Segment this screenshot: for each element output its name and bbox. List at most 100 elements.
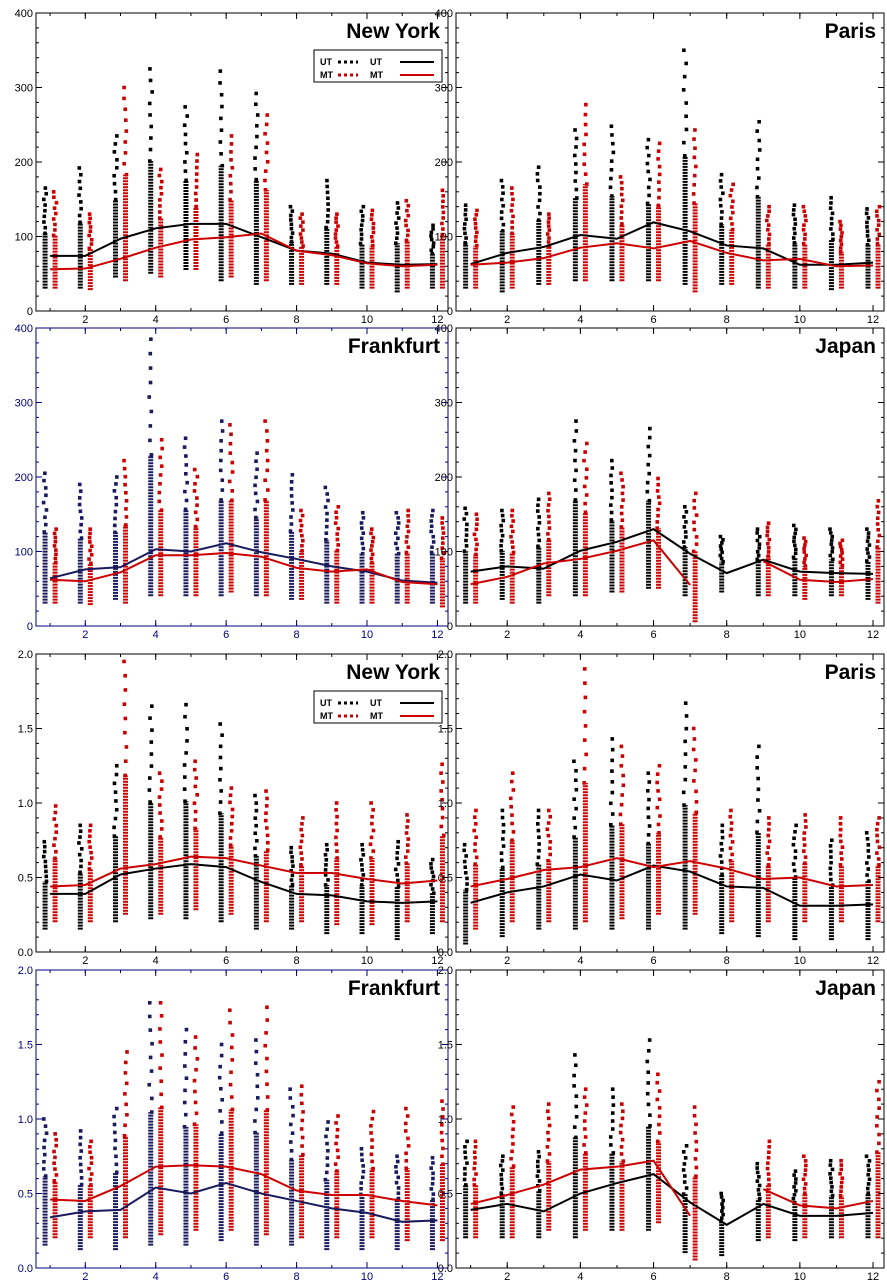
scatter-point bbox=[159, 179, 164, 184]
scatter-point bbox=[474, 537, 478, 542]
scatter-point bbox=[647, 435, 652, 440]
scatter-point bbox=[228, 451, 233, 455]
scatter-point bbox=[766, 521, 771, 525]
scatter-point bbox=[53, 804, 58, 808]
scatter-point bbox=[545, 827, 550, 832]
scatter-point bbox=[618, 175, 623, 179]
scatter-point bbox=[325, 1141, 329, 1146]
scatter-point bbox=[647, 824, 652, 828]
scatter-point bbox=[865, 243, 870, 247]
scatter-point bbox=[473, 1161, 477, 1165]
scatter-point bbox=[610, 780, 615, 784]
y-tick-label: 0.5 bbox=[438, 873, 453, 885]
scatter-point bbox=[794, 1177, 798, 1181]
scatter-point bbox=[757, 744, 761, 749]
scatter-point bbox=[291, 864, 295, 868]
scatter-point bbox=[802, 843, 807, 847]
scatter-point bbox=[473, 822, 478, 826]
panel-title: Paris bbox=[825, 661, 876, 684]
scatter-point bbox=[755, 129, 759, 133]
scatter-point bbox=[159, 508, 164, 512]
scatter-point bbox=[828, 1171, 832, 1176]
x-tick-label: 4 bbox=[153, 629, 159, 641]
scatter-point bbox=[767, 1183, 771, 1187]
scatter-point bbox=[573, 1063, 578, 1068]
scatter-point bbox=[325, 219, 330, 224]
scatter-point bbox=[877, 845, 882, 850]
scatter-point bbox=[195, 152, 200, 157]
scatter-point bbox=[464, 544, 469, 548]
scatter-point bbox=[265, 141, 270, 145]
scatter-point bbox=[791, 862, 796, 866]
scatter-point bbox=[219, 1131, 224, 1135]
scatter-point bbox=[326, 202, 330, 206]
scatter-point bbox=[114, 807, 119, 812]
x-tick-label: 6 bbox=[223, 1271, 229, 1280]
scatter-point bbox=[828, 206, 833, 210]
scatter-point bbox=[682, 515, 686, 519]
scatter-point bbox=[839, 223, 843, 228]
scatter-point bbox=[220, 104, 224, 109]
scatter-point bbox=[263, 188, 268, 192]
scatter-point bbox=[441, 1162, 445, 1166]
scatter-point bbox=[334, 515, 339, 520]
scatter-point bbox=[149, 124, 154, 129]
scatter-point bbox=[159, 185, 163, 190]
scatter-point bbox=[656, 482, 660, 487]
scatter-point bbox=[358, 241, 363, 246]
scatter-point bbox=[582, 738, 587, 742]
scatter-point bbox=[801, 204, 806, 209]
scatter-point bbox=[574, 145, 578, 149]
scatter-point bbox=[264, 448, 269, 453]
scatter-point bbox=[88, 531, 92, 536]
scatter-point bbox=[829, 1189, 834, 1194]
scatter-point bbox=[298, 518, 303, 523]
scatter-point bbox=[184, 1076, 189, 1081]
scatter-point bbox=[645, 489, 650, 494]
scatter-point bbox=[229, 821, 234, 826]
scatter-point bbox=[875, 1115, 879, 1119]
scatter-point bbox=[149, 136, 153, 140]
scatter-point bbox=[395, 856, 399, 861]
scatter-point bbox=[866, 1191, 870, 1195]
scatter-point bbox=[583, 1135, 588, 1139]
scatter-point bbox=[254, 1107, 259, 1112]
scatter-point bbox=[77, 502, 82, 507]
scatter-point bbox=[290, 231, 295, 235]
scatter-point bbox=[112, 1122, 117, 1127]
scatter-point bbox=[720, 823, 725, 828]
scatter-point bbox=[324, 842, 329, 847]
x-tick-label: 6 bbox=[223, 629, 229, 641]
scatter-point bbox=[840, 563, 845, 568]
scatter-point bbox=[370, 213, 374, 217]
scatter-point bbox=[511, 529, 515, 534]
scatter-point bbox=[396, 884, 401, 888]
scatter-point bbox=[619, 822, 623, 826]
scatter-point bbox=[536, 165, 541, 170]
scatter-point bbox=[193, 481, 197, 486]
scatter-point bbox=[396, 845, 400, 850]
scatter-point bbox=[463, 1172, 467, 1176]
scatter-point bbox=[228, 441, 233, 446]
scatter-point bbox=[548, 852, 552, 857]
scatter-point bbox=[866, 1182, 871, 1186]
scatter-point bbox=[499, 538, 504, 543]
scatter-point bbox=[360, 842, 364, 847]
scatter-point bbox=[646, 462, 651, 467]
scatter-point bbox=[88, 1150, 92, 1155]
scatter-point bbox=[184, 702, 188, 707]
scatter-point bbox=[112, 173, 116, 178]
scatter-point bbox=[767, 1144, 771, 1149]
scatter-point bbox=[694, 535, 699, 539]
scatter-point bbox=[89, 1172, 94, 1176]
scatter-point bbox=[876, 223, 881, 227]
x-tick-label: 6 bbox=[223, 314, 229, 326]
scatter-point bbox=[440, 815, 445, 820]
scatter-point bbox=[875, 237, 880, 241]
scatter-point bbox=[288, 1087, 292, 1091]
scatter-point bbox=[875, 821, 880, 826]
scatter-point bbox=[838, 821, 843, 826]
scatter-point bbox=[792, 226, 797, 231]
scatter-point bbox=[440, 232, 445, 237]
